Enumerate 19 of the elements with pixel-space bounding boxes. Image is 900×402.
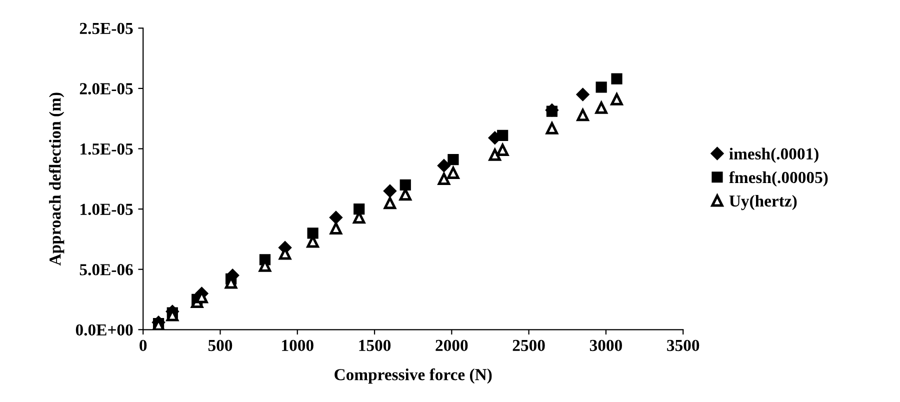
x-tick-label: 500 — [208, 340, 232, 352]
x-tick-label: 1500 — [359, 340, 391, 352]
legend-label: fmesh(.00005) — [729, 171, 828, 187]
x-tick-label: 3000 — [590, 340, 622, 352]
x-axis-title: Compressive force (N) — [334, 368, 492, 384]
x-tick-label: 2000 — [436, 340, 468, 352]
y-tick-label: 0.0E+00 — [76, 324, 133, 336]
y-axis-title: Approach deflection (m) — [48, 92, 64, 266]
legend-label: Uy(hertz) — [729, 194, 797, 210]
y-tick-label: 1.0E-05 — [80, 204, 133, 216]
legend-label: imesh(.0001) — [729, 148, 818, 163]
y-tick-label: 2.0E-05 — [80, 83, 133, 94]
y-tick-label: 5.0E-06 — [80, 264, 133, 276]
y-tick-label: 2.5E-05 — [80, 22, 133, 34]
x-tick-label: 0 — [140, 340, 147, 352]
x-tick-label: 2500 — [512, 340, 545, 352]
x-tick-label: 3500 — [667, 340, 700, 352]
y-tick-label: 1.5E-05 — [80, 143, 133, 155]
x-tick-label: 1000 — [282, 340, 314, 352]
